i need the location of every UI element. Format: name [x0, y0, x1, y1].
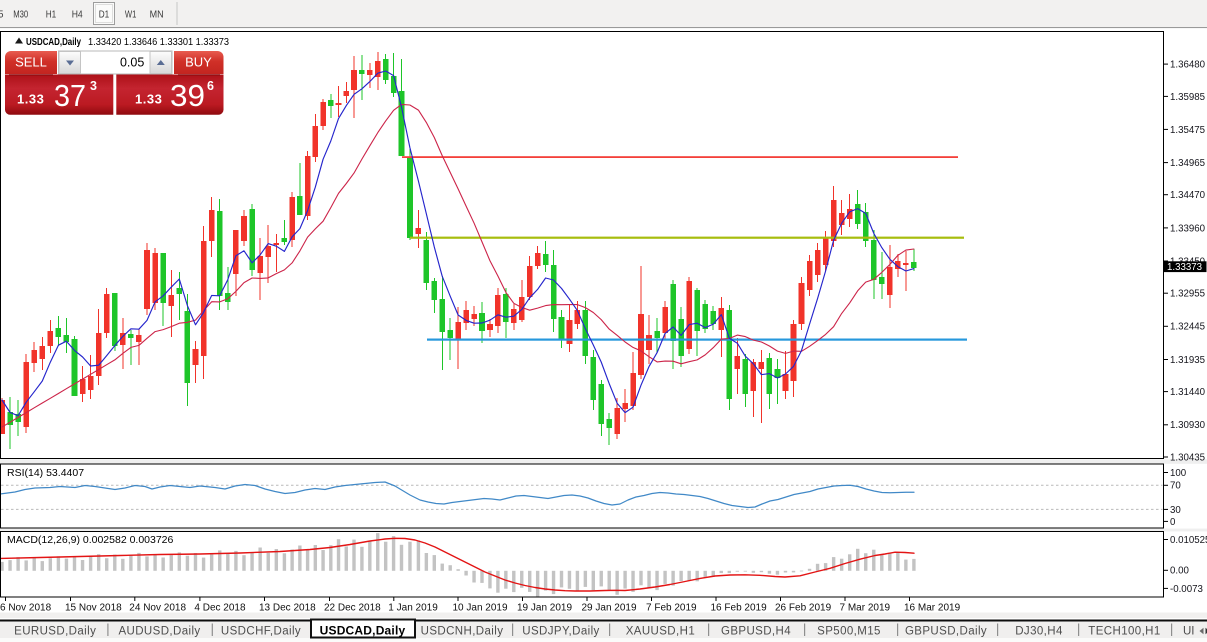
svg-text:USDCNH,Daily: USDCNH,Daily [421, 626, 504, 638]
svg-text:16 Mar 2019: 16 Mar 2019 [904, 603, 961, 614]
svg-text:H1: H1 [46, 9, 57, 21]
svg-text:DJ30,H4: DJ30,H4 [1015, 626, 1063, 638]
svg-text:AUDUSD,Daily: AUDUSD,Daily [118, 626, 200, 638]
svg-text:M5: M5 [0, 9, 4, 21]
svg-text:15 Nov 2018: 15 Nov 2018 [65, 603, 122, 614]
svg-text:30: 30 [1170, 505, 1181, 516]
svg-text:7 Feb 2019: 7 Feb 2019 [646, 603, 697, 614]
svg-text:XAUUSD,H1: XAUUSD,H1 [626, 626, 695, 638]
svg-text:22 Dec 2018: 22 Dec 2018 [324, 603, 381, 614]
svg-text:1.35475: 1.35475 [1170, 125, 1205, 136]
svg-text:USDJPY,Daily: USDJPY,Daily [522, 626, 599, 638]
svg-text:GBPUSD,H4: GBPUSD,H4 [721, 626, 791, 638]
svg-text:4 Dec 2018: 4 Dec 2018 [194, 603, 246, 614]
svg-text:1.30435: 1.30435 [1170, 452, 1205, 463]
svg-text:10 Jan 2019: 10 Jan 2019 [453, 603, 508, 614]
svg-text:MN: MN [150, 9, 164, 21]
svg-text:UI: UI [1183, 626, 1195, 638]
svg-text:3: 3 [90, 79, 97, 93]
svg-text:26 Feb 2019: 26 Feb 2019 [775, 603, 832, 614]
svg-text:M30: M30 [13, 9, 28, 21]
svg-text:EURUSD,Daily: EURUSD,Daily [14, 626, 96, 638]
svg-text:70: 70 [1170, 481, 1181, 492]
svg-text:6 Nov 2018: 6 Nov 2018 [0, 603, 52, 614]
svg-text:1.30930: 1.30930 [1170, 420, 1206, 431]
svg-text:1.34965: 1.34965 [1170, 158, 1205, 169]
svg-text:39: 39 [170, 78, 205, 113]
svg-text:29 Jan 2019: 29 Jan 2019 [582, 603, 637, 614]
svg-text:6: 6 [207, 79, 214, 93]
svg-text:D1: D1 [99, 9, 110, 21]
svg-text:SELL: SELL [15, 55, 47, 70]
svg-text:GBPUSD,Daily: GBPUSD,Daily [905, 626, 987, 638]
svg-text:1.31935: 1.31935 [1170, 355, 1205, 366]
svg-text:7 Mar 2019: 7 Mar 2019 [840, 603, 891, 614]
svg-text:W1: W1 [125, 9, 137, 21]
svg-text:USDCAD,Daily: USDCAD,Daily [26, 37, 81, 48]
svg-text:0.05: 0.05 [120, 56, 144, 70]
svg-text:1 Jan 2019: 1 Jan 2019 [388, 603, 438, 614]
svg-text:H4: H4 [72, 9, 83, 21]
svg-text:1.33373: 1.33373 [1167, 262, 1202, 273]
svg-text:1.33420 1.33646 1.33301 1.3337: 1.33420 1.33646 1.33301 1.33373 [88, 37, 229, 48]
svg-text:100: 100 [1170, 468, 1187, 479]
svg-text:1.31440: 1.31440 [1170, 387, 1206, 398]
svg-text:24 Nov 2018: 24 Nov 2018 [129, 603, 186, 614]
svg-text:19 Jan 2019: 19 Jan 2019 [517, 603, 572, 614]
svg-text:MACD(12,26,9) 0.002582 0.00372: MACD(12,26,9) 0.002582 0.003726 [7, 534, 174, 546]
svg-text:1.32955: 1.32955 [1170, 289, 1205, 300]
svg-text:1.33: 1.33 [17, 92, 44, 107]
svg-text:13 Dec 2018: 13 Dec 2018 [259, 603, 316, 614]
svg-text:BUY: BUY [185, 55, 212, 70]
svg-text:1.32445: 1.32445 [1170, 322, 1205, 333]
svg-text:0: 0 [1170, 517, 1176, 528]
svg-text:1.35985: 1.35985 [1170, 92, 1205, 103]
svg-text:1.36480: 1.36480 [1170, 60, 1206, 71]
svg-text:TECH100,H1: TECH100,H1 [1088, 626, 1160, 638]
svg-text:1.34470: 1.34470 [1170, 190, 1206, 201]
svg-text:USDCAD,Daily: USDCAD,Daily [320, 624, 406, 638]
svg-text:16 Feb 2019: 16 Feb 2019 [711, 603, 768, 614]
svg-text:USDCHF,Daily: USDCHF,Daily [221, 626, 301, 638]
svg-text:1.33960: 1.33960 [1170, 223, 1206, 234]
svg-text:RSI(14) 53.4407: RSI(14) 53.4407 [7, 467, 84, 479]
svg-text:1.33: 1.33 [135, 92, 162, 107]
svg-text:37: 37 [54, 78, 86, 113]
svg-text:SP500,M15: SP500,M15 [817, 626, 881, 638]
svg-text:0.00: 0.00 [1170, 566, 1189, 577]
svg-text:-0.0073: -0.0073 [1170, 584, 1203, 595]
svg-text:0.010525: 0.010525 [1170, 535, 1207, 546]
